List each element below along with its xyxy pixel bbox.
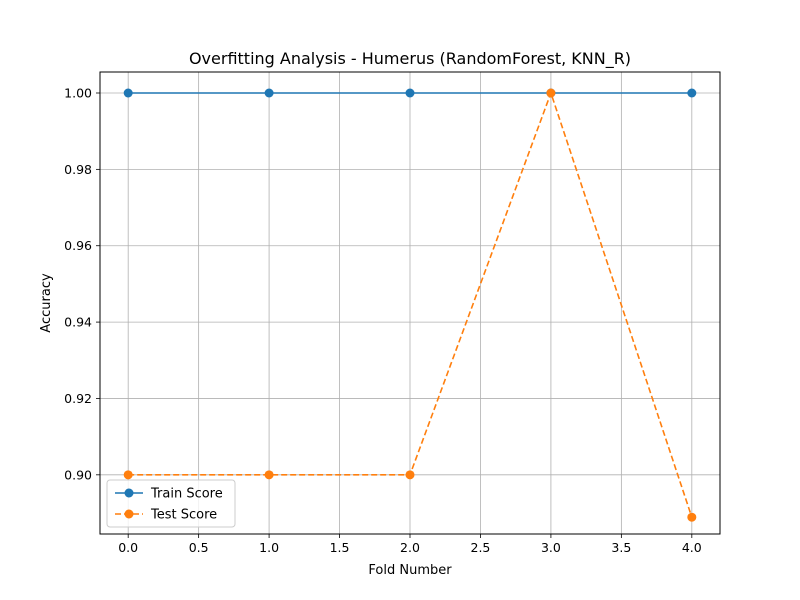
legend-box <box>106 479 236 528</box>
x-tick-label: 2.0 <box>400 540 420 555</box>
y-tick-label: 0.90 <box>64 467 92 482</box>
x-tick-label: 0.5 <box>189 540 209 555</box>
data-point-test-score <box>123 470 133 480</box>
y-tick-label: 0.98 <box>64 162 92 177</box>
data-point-test-score <box>405 470 415 480</box>
legend-marker-train-score <box>124 488 134 498</box>
data-point-train-score <box>405 88 415 98</box>
y-tick-label: 0.96 <box>64 238 92 253</box>
y-axis-label: Accuracy <box>39 273 54 333</box>
data-point-train-score <box>687 88 697 98</box>
x-tick-label: 4.0 <box>682 540 702 555</box>
series-test-score <box>123 88 697 522</box>
legend-label-test-score: Test Score <box>150 508 217 523</box>
legend-marker-test-score <box>124 509 134 519</box>
data-point-test-score <box>264 470 274 480</box>
y-tick-label: 0.92 <box>64 391 92 406</box>
legend-label-train-score: Train Score <box>150 487 223 502</box>
data-point-train-score <box>123 88 133 98</box>
data-point-test-score <box>546 88 556 98</box>
y-ticks: 0.90 0.92 0.94 0.96 0.98 1.00 <box>64 86 100 482</box>
x-tick-label: 1.5 <box>330 540 350 555</box>
data-point-train-score <box>264 88 274 98</box>
x-tick-label: 3.5 <box>611 540 631 555</box>
x-tick-label: 2.5 <box>471 540 491 555</box>
x-tick-label: 3.0 <box>541 540 561 555</box>
y-tick-label: 1.00 <box>64 86 92 101</box>
chart-title: Overfitting Analysis - Humerus (RandomFo… <box>189 49 631 69</box>
y-tick-label: 0.94 <box>64 315 92 330</box>
x-ticks: 0.0 0.5 1.0 1.5 2.0 2.5 3.0 3.5 4.0 <box>118 534 702 555</box>
x-tick-label: 0.0 <box>118 540 138 555</box>
legend: Train Score Test Score <box>106 479 236 528</box>
series-layer <box>123 88 697 522</box>
data-point-test-score <box>687 512 697 522</box>
x-axis-label: Fold Number <box>368 563 452 578</box>
x-tick-label: 1.0 <box>259 540 279 555</box>
